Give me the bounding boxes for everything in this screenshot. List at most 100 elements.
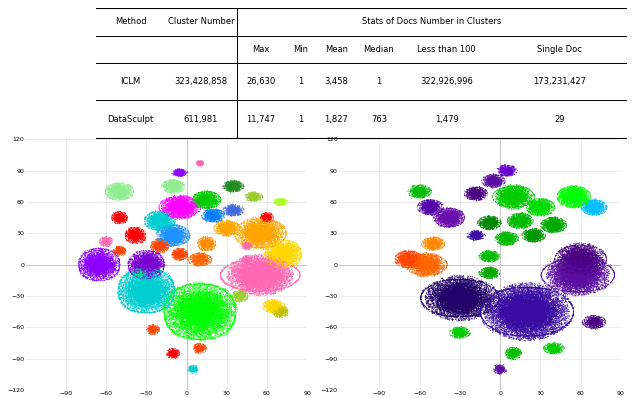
Point	[591, 206, 601, 212]
Point	[457, 299, 467, 305]
Point	[522, 334, 532, 341]
Point	[199, 310, 209, 316]
Point	[111, 214, 122, 220]
Point	[266, 263, 276, 270]
Point	[426, 199, 436, 205]
Point	[540, 265, 550, 272]
Point	[95, 259, 106, 265]
Point	[586, 202, 596, 208]
Point	[421, 211, 431, 217]
Point	[584, 259, 595, 265]
Point	[246, 193, 257, 200]
Point	[151, 266, 161, 272]
Point	[221, 222, 232, 228]
Point	[524, 308, 534, 314]
Point	[169, 296, 179, 302]
Point	[242, 256, 252, 262]
Point	[268, 261, 278, 267]
Point	[271, 223, 282, 229]
Point	[572, 255, 582, 261]
Point	[147, 297, 157, 304]
Point	[549, 292, 559, 298]
Point	[182, 229, 192, 235]
Point	[595, 205, 605, 211]
Point	[591, 319, 602, 326]
Point	[282, 246, 292, 252]
Point	[283, 251, 293, 258]
Point	[193, 340, 203, 347]
Point	[165, 186, 175, 192]
Point	[277, 283, 287, 290]
Point	[113, 286, 124, 292]
Point	[431, 264, 441, 270]
Point	[564, 292, 574, 298]
Point	[482, 310, 492, 316]
Point	[460, 310, 470, 316]
Point	[173, 307, 183, 313]
Point	[200, 199, 211, 205]
Point	[585, 246, 595, 252]
Point	[586, 254, 596, 260]
Point	[445, 209, 456, 216]
Point	[116, 189, 127, 195]
Point	[111, 191, 121, 198]
Point	[110, 183, 120, 189]
Point	[200, 244, 210, 250]
Point	[519, 298, 529, 304]
Point	[205, 212, 215, 218]
Point	[228, 224, 239, 230]
Point	[447, 215, 458, 221]
Point	[145, 325, 155, 331]
Point	[492, 289, 502, 295]
Point	[172, 203, 182, 209]
Point	[147, 277, 157, 283]
Point	[506, 216, 516, 222]
Point	[496, 287, 506, 293]
Point	[413, 252, 424, 258]
Point	[141, 258, 151, 264]
Point	[174, 239, 184, 245]
Point	[576, 253, 586, 259]
Point	[479, 265, 489, 271]
Point	[181, 315, 191, 321]
Point	[264, 236, 274, 243]
Point	[231, 269, 241, 275]
Point	[531, 316, 541, 323]
Point	[495, 180, 506, 186]
Point	[245, 275, 255, 281]
Point	[221, 282, 231, 288]
Point	[460, 292, 470, 298]
Point	[118, 274, 128, 281]
Point	[470, 312, 481, 319]
Point	[187, 306, 197, 312]
Point	[111, 216, 121, 222]
Point	[132, 286, 142, 292]
Point	[570, 283, 580, 289]
Point	[416, 254, 426, 260]
Point	[205, 242, 216, 248]
Point	[255, 235, 266, 242]
Point	[197, 261, 207, 268]
Point	[164, 224, 175, 230]
Point	[422, 241, 433, 248]
Point	[487, 220, 497, 226]
Point	[453, 217, 463, 223]
Point	[514, 324, 524, 330]
Point	[577, 270, 588, 277]
Point	[525, 326, 535, 332]
Point	[449, 294, 460, 300]
Point	[241, 258, 251, 265]
Point	[154, 217, 164, 223]
Point	[510, 218, 520, 224]
Point	[468, 293, 478, 299]
Point	[502, 170, 513, 177]
Point	[188, 368, 198, 375]
Point	[572, 248, 582, 254]
Point	[204, 206, 214, 213]
Point	[263, 277, 273, 283]
Point	[415, 193, 426, 199]
Point	[203, 308, 213, 314]
Point	[479, 258, 490, 264]
Point	[253, 229, 264, 236]
Point	[412, 266, 422, 272]
